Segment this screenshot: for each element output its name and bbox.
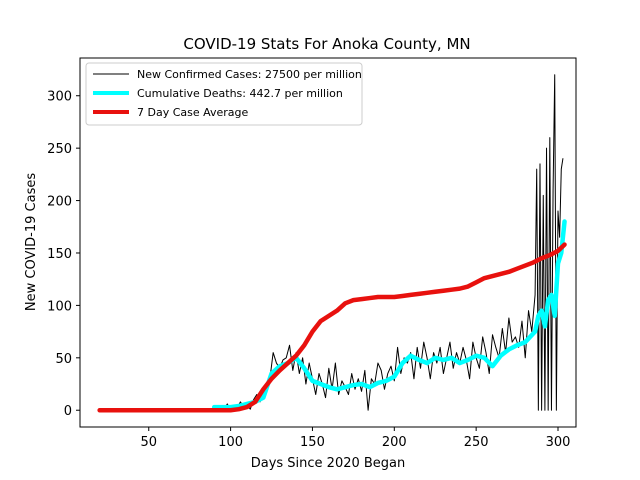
series-layer xyxy=(97,74,567,413)
series-line-cumulative-deaths xyxy=(211,219,567,410)
y-tick-label: 100 xyxy=(47,299,72,314)
chart-title: COVID-19 Stats For Anoka County, MN xyxy=(183,35,470,53)
x-tick-label: 100 xyxy=(218,435,243,450)
y-tick-label: 250 xyxy=(47,142,72,157)
x-tick-label: 50 xyxy=(140,435,157,450)
legend-label-deaths: Cumulative Deaths: 442.7 per million xyxy=(137,87,343,100)
x-tick-label: 150 xyxy=(300,435,325,450)
x-tick-label: 300 xyxy=(546,435,571,450)
axes-frame xyxy=(79,57,577,428)
series-line-7-day-average xyxy=(97,242,567,413)
legend-box xyxy=(85,62,363,126)
legend-label-cases: New Confirmed Cases: 27500 per million xyxy=(137,68,362,81)
legend: New Confirmed Cases: 27500 per million C… xyxy=(85,62,363,126)
x-tick-label: 200 xyxy=(382,435,407,450)
y-tick-label: 50 xyxy=(55,352,72,367)
x-axis-label: Days Since 2020 Began xyxy=(251,456,406,471)
legend-label-average: 7 Day Case Average xyxy=(137,106,249,119)
plot-area xyxy=(97,74,567,413)
y-tick-label: 0 xyxy=(64,404,72,419)
x-axis: 50 100 150 200 250 300 xyxy=(140,427,570,450)
y-tick-label: 200 xyxy=(47,195,72,210)
y-tick-label: 150 xyxy=(47,247,72,262)
y-axis: 0 50 100 150 200 250 300 xyxy=(47,90,80,419)
y-axis-label: New COVID-19 Cases xyxy=(24,173,39,311)
y-tick-label: 300 xyxy=(47,90,72,105)
x-tick-label: 250 xyxy=(464,435,489,450)
